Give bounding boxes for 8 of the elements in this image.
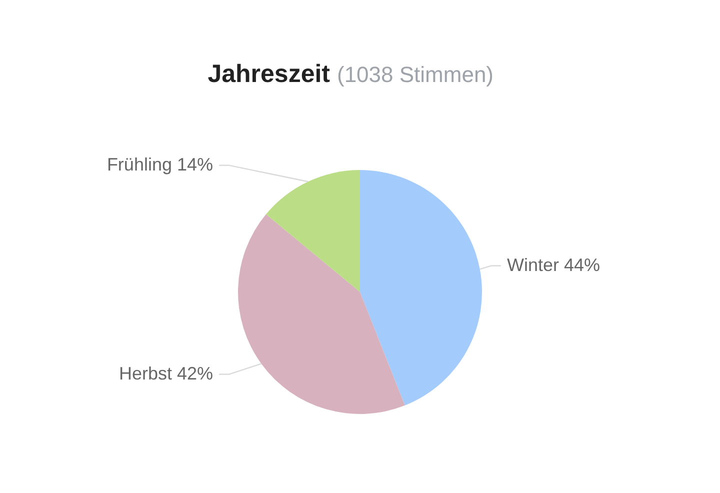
pie-slice bbox=[360, 170, 482, 406]
pie-slice bbox=[238, 214, 405, 414]
chart-title: Jahreszeit bbox=[208, 60, 331, 88]
slice-label: Frühling 14% bbox=[106, 154, 213, 174]
chart-subtitle: (1038 Stimmen) bbox=[337, 62, 494, 87]
slice-label: Herbst 42% bbox=[118, 363, 213, 384]
pie-slice bbox=[266, 170, 360, 292]
slice-label: Winter 44% bbox=[507, 254, 600, 275]
